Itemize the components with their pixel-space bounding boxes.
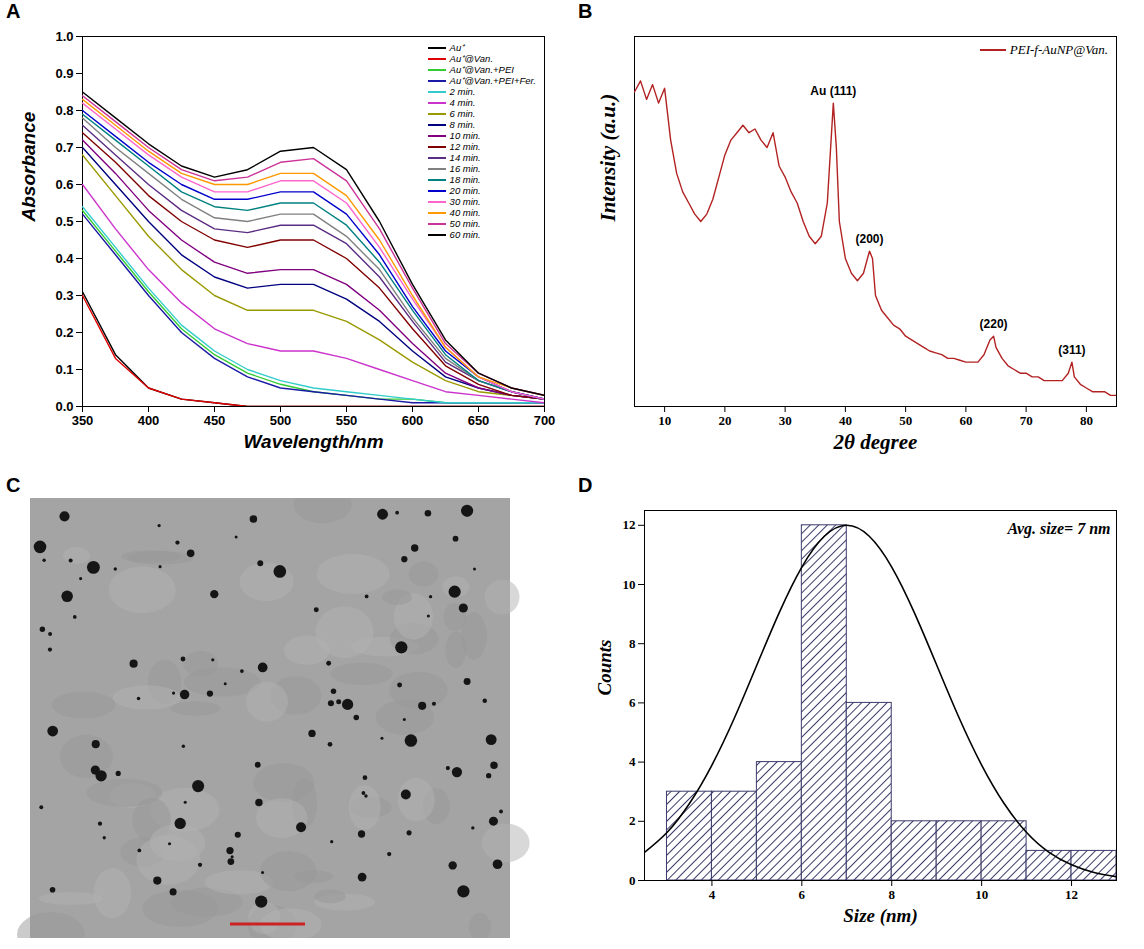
svg-text:2θ degree: 2θ degree — [833, 430, 918, 454]
svg-text:550: 550 — [336, 413, 358, 428]
svg-text:0.0: 0.0 — [55, 399, 73, 414]
html-text:20 min.: 20 min. — [449, 185, 481, 196]
html-text:50 min.: 50 min. — [449, 218, 481, 229]
svg-text:12: 12 — [623, 517, 636, 532]
svg-text:(200): (200) — [855, 232, 883, 246]
svg-text:Absorbance: Absorbance — [18, 111, 39, 222]
svg-text:30: 30 — [779, 413, 792, 428]
svg-text:Avg. size= 7 nm: Avg. size= 7 nm — [1006, 520, 1110, 538]
svg-text:(311): (311) — [1058, 343, 1085, 357]
svg-text:60: 60 — [959, 413, 972, 428]
svg-text:8: 8 — [629, 636, 636, 651]
svg-text:600: 600 — [402, 413, 424, 428]
svg-text:Intensity (a.u.): Intensity (a.u.) — [596, 94, 620, 223]
html-text:D: D — [578, 474, 593, 496]
svg-text:8: 8 — [888, 887, 895, 902]
html-text:12 min.: 12 min. — [449, 141, 481, 152]
svg-text:Au (111): Au (111) — [810, 84, 856, 98]
svg-text:10: 10 — [658, 413, 671, 428]
svg-text:0.2: 0.2 — [55, 325, 73, 340]
html-text:4 min.: 4 min. — [449, 97, 476, 108]
svg-text:350: 350 — [72, 413, 94, 428]
svg-text:700: 700 — [534, 413, 556, 428]
html-text:Au⁺@Van.: Au⁺@Van. — [449, 53, 494, 64]
svg-text:0.7: 0.7 — [55, 140, 73, 155]
svg-text:10: 10 — [623, 577, 636, 592]
svg-text:80: 80 — [1080, 413, 1093, 428]
svg-text:400: 400 — [138, 413, 160, 428]
svg-text:0.6: 0.6 — [55, 177, 73, 192]
html-text:B: B — [578, 0, 593, 22]
svg-text:20: 20 — [718, 413, 731, 428]
svg-text:500: 500 — [270, 413, 292, 428]
html-text:40 min.: 40 min. — [449, 207, 481, 218]
html-text:6 min.: 6 min. — [449, 108, 476, 119]
svg-text:0.8: 0.8 — [55, 103, 73, 118]
html-text:Au⁺: Au⁺ — [449, 42, 465, 53]
svg-text:2: 2 — [629, 813, 636, 828]
svg-text:(220): (220) — [980, 317, 1008, 331]
svg-text:4: 4 — [629, 754, 636, 769]
html-text:30 min.: 30 min. — [449, 196, 481, 207]
html-text:A: A — [6, 0, 21, 22]
svg-text:450: 450 — [204, 413, 226, 428]
html-text:16 min.: 16 min. — [449, 163, 481, 174]
html-text:18 min.: 18 min. — [449, 174, 481, 185]
svg-text:40: 40 — [839, 413, 852, 428]
svg-text:Size (nm): Size (nm) — [843, 905, 917, 927]
svg-text:50: 50 — [899, 413, 912, 428]
svg-text:0.9: 0.9 — [55, 66, 73, 81]
svg-text:0.1: 0.1 — [55, 362, 73, 377]
svg-text:Wavelength/nm: Wavelength/nm — [243, 431, 383, 452]
svg-text:0.4: 0.4 — [55, 251, 74, 266]
svg-text:4: 4 — [709, 887, 716, 902]
svg-text:Counts: Counts — [594, 640, 615, 696]
svg-text:0.5: 0.5 — [55, 214, 73, 229]
svg-text:650: 650 — [468, 413, 490, 428]
svg-text:6: 6 — [799, 887, 806, 902]
svg-text:10: 10 — [975, 887, 988, 902]
html-text:C: C — [6, 474, 21, 496]
html-text:PEI-f-AuNP@Van.: PEI-f-AuNP@Van. — [1009, 42, 1108, 57]
svg-text:70: 70 — [1020, 413, 1033, 428]
svg-text:6: 6 — [629, 695, 636, 710]
html-text:60 min.: 60 min. — [449, 229, 481, 240]
svg-text:12: 12 — [1065, 887, 1078, 902]
svg-text:0: 0 — [629, 873, 636, 888]
svg-text:1.0: 1.0 — [55, 29, 73, 44]
html-text:14 min.: 14 min. — [449, 152, 481, 163]
html-text:10 min.: 10 min. — [449, 130, 481, 141]
svg-text:0.3: 0.3 — [55, 288, 73, 303]
html-text:2 min.: 2 min. — [449, 86, 476, 97]
html-text:8 min.: 8 min. — [449, 119, 476, 130]
html-text:Au⁺@Van.+PEI: Au⁺@Van.+PEI — [449, 64, 514, 75]
html-text:Au⁺@Van.+PEI+Fer.: Au⁺@Van.+PEI+Fer. — [449, 75, 536, 86]
